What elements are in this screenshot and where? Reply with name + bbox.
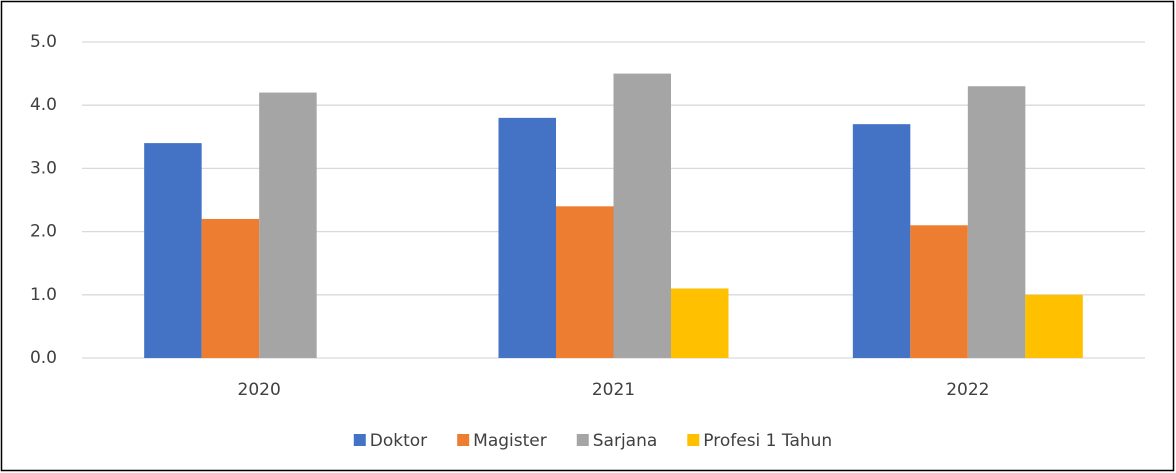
legend-label: Profesi 1 Tahun	[703, 431, 832, 451]
bar	[613, 73, 671, 358]
x-tick-label: 2021	[592, 380, 635, 400]
legend-label: Doktor	[370, 431, 427, 451]
bar	[556, 206, 614, 358]
x-tick-label: 2020	[238, 380, 281, 400]
y-tick-label: 1.0	[30, 285, 57, 305]
legend-label: Magister	[473, 431, 547, 451]
y-tick-label: 0.0	[30, 348, 57, 368]
y-tick-label: 4.0	[30, 95, 57, 115]
legend-swatch	[687, 434, 700, 446]
bar	[671, 288, 729, 358]
legend-swatch	[353, 434, 366, 446]
bar	[259, 92, 317, 358]
legend-label: Sarjana	[593, 431, 658, 451]
bar	[910, 225, 968, 358]
y-tick-label: 2.0	[30, 222, 57, 242]
y-tick-label: 5.0	[30, 32, 57, 52]
bar	[201, 218, 260, 358]
bar	[498, 117, 556, 358]
bar	[1025, 294, 1083, 358]
y-tick-label: 3.0	[30, 158, 57, 178]
legend-swatch	[457, 434, 470, 446]
bar	[967, 86, 1026, 359]
legend-swatch	[576, 434, 589, 446]
bar	[144, 143, 202, 358]
x-tick-label: 2022	[946, 380, 989, 400]
bar	[852, 124, 911, 358]
